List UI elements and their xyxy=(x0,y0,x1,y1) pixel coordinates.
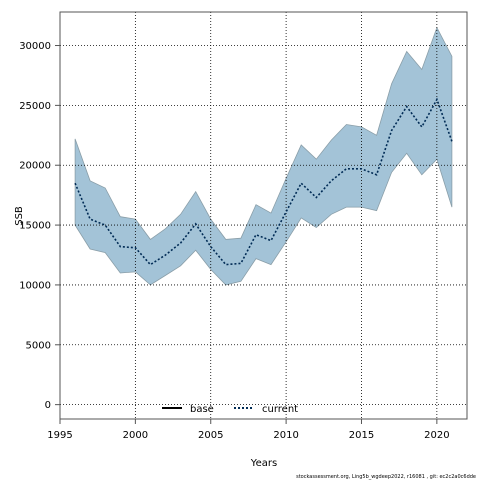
x-tick-label: 2010 xyxy=(273,430,298,441)
legend-current-label: current xyxy=(262,404,298,415)
grid-layer xyxy=(60,12,467,419)
y-tick-label: 15000 xyxy=(19,221,51,232)
y-tick-label: 10000 xyxy=(19,280,51,291)
legend: base current xyxy=(162,404,298,415)
x-axis-title: Years xyxy=(250,458,277,469)
y-axis-ticks: 0 5000 10000 15000 20000 25000 30000 xyxy=(19,41,60,411)
footer-note: stockassessment.org, Ling5b_wgdeep2022, … xyxy=(296,474,476,480)
y-tick-label: 0 xyxy=(45,400,51,411)
y-tick-label: 20000 xyxy=(19,161,51,172)
y-axis-title: SSB xyxy=(14,206,25,226)
y-tick-label: 30000 xyxy=(19,41,51,52)
confidence-band-layer xyxy=(74,26,453,286)
confidence-band xyxy=(74,26,453,286)
x-tick-label: 2015 xyxy=(349,430,374,441)
y-tick-label: 5000 xyxy=(26,340,51,351)
series-line-current xyxy=(74,97,453,266)
plot-frame xyxy=(59,11,468,420)
x-axis-ticks: 1995 2000 2005 2010 2015 2020 xyxy=(47,419,450,441)
y-tick-label: 25000 xyxy=(19,101,51,112)
x-tick-label: 1995 xyxy=(47,430,72,441)
x-tick-label: 2020 xyxy=(424,430,449,441)
legend-base-label: base xyxy=(190,404,214,415)
series-line-layer xyxy=(74,97,453,266)
x-tick-label: 2005 xyxy=(198,430,223,441)
x-tick-label: 2000 xyxy=(123,430,148,441)
